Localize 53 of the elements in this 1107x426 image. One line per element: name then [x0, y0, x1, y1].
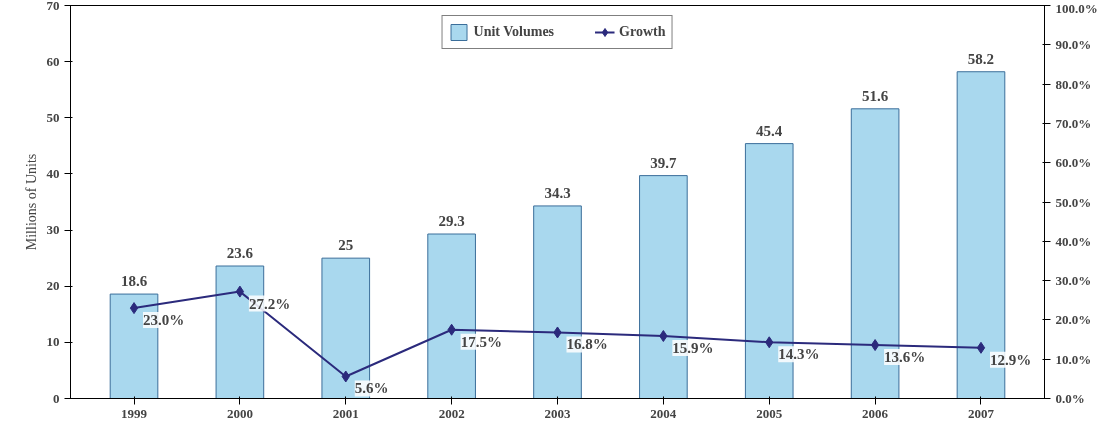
y2-tick-label: 0.0% [1055, 391, 1085, 406]
data-label: 34.3 [544, 184, 571, 201]
x-tick-label: 2001 [332, 405, 359, 421]
y-tick-label: 60 [46, 53, 60, 69]
y-tick-label: 40 [46, 165, 60, 181]
point [976, 341, 986, 354]
x-tick-label: 2000 [226, 405, 253, 421]
data-label: 27.2% [248, 295, 291, 312]
x-tick-label: 2006 [862, 405, 889, 421]
data-label: 14.3% [778, 346, 820, 363]
data-label: 25 [338, 237, 354, 254]
data-label: 23.6 [226, 245, 254, 261]
data-label: 23.0% [143, 312, 185, 329]
y-tick-label: 30 [46, 222, 60, 238]
data-label: 39.7 [650, 154, 677, 171]
data-label: 18.6 [120, 273, 148, 290]
x-tick-label: 2002 [438, 405, 465, 421]
x-tick-label: 2004 [650, 405, 677, 421]
y2-tick-label: 90.0% [1055, 37, 1092, 53]
x-tick-label: 2003 [544, 405, 571, 421]
legend-label: Unit Volumes [473, 24, 555, 40]
y2-tick-label: 30.0% [1055, 273, 1092, 289]
y-tick-label: 0 [53, 390, 60, 406]
y-tick-label: 10 [46, 334, 60, 350]
x-tick-label: 2005 [756, 405, 783, 421]
y2-tick-label: 100.0% [1055, 0, 1098, 16]
y-tick-label: 50 [46, 109, 60, 125]
y2-tick-label: 40.0% [1055, 233, 1092, 249]
y2-tick-label: 50.0% [1055, 194, 1092, 210]
y2-tick-label: 60.0% [1055, 155, 1092, 171]
x-tick-label: 2007 [967, 405, 995, 421]
data-label: 12.9% [989, 351, 1032, 368]
legend-label: Growth [619, 24, 666, 40]
data-label: 5.6% [354, 380, 389, 397]
y2-tick-label: 10.0% [1055, 351, 1092, 367]
point [129, 302, 139, 315]
data-label: 17.5% [460, 333, 502, 350]
y2-tick-label: 20.0% [1055, 312, 1092, 328]
y2-tick-label: 80.0% [1055, 76, 1092, 92]
y2-tick-label: 70.0% [1055, 115, 1092, 131]
data-label: 16.8% [566, 336, 608, 353]
data-label: 15.9% [672, 340, 714, 357]
y-tick-label: 70 [46, 0, 60, 13]
data-label: 45.4 [756, 122, 783, 139]
y-tick-label: 20 [46, 278, 60, 294]
data-label: 13.6% [884, 349, 926, 366]
point [235, 285, 245, 298]
y-axis-title: Millions of Units [23, 153, 39, 251]
data-label: 29.3 [438, 213, 465, 229]
data-label: 51.6 [861, 87, 889, 104]
x-tick-label: 1999 [121, 405, 148, 421]
point [870, 339, 880, 352]
data-label: 58.2 [967, 50, 995, 67]
